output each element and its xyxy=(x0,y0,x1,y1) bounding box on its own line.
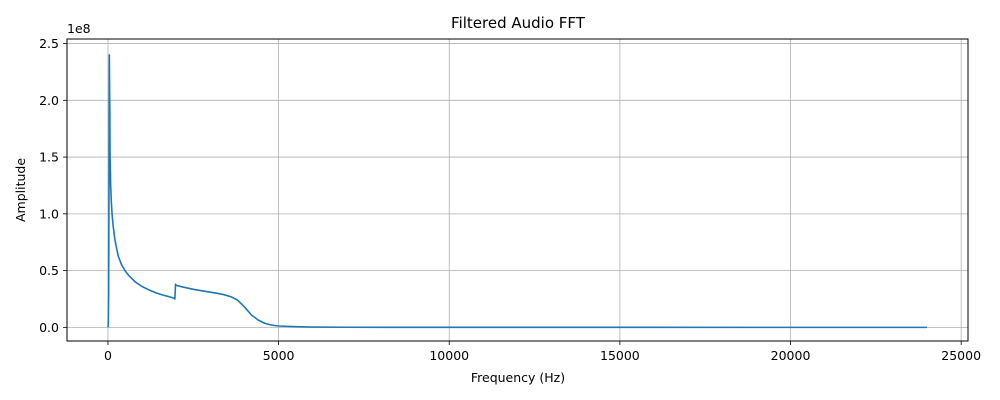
x-tick-label: 25000 xyxy=(941,348,981,363)
tick-layer: 0 5000 10000 15000 20000 25000 0.0 0.5 1.0 1.5 2.0… xyxy=(39,36,981,363)
x-tick-label: 0 xyxy=(104,348,112,363)
y-tick-label: 1.0 xyxy=(39,206,59,221)
y-axis-label: Amplitude xyxy=(13,158,28,222)
x-axis-label: Frequency (Hz) xyxy=(471,370,565,385)
x-tick-label: 20000 xyxy=(771,348,811,363)
fft-series-line xyxy=(107,54,928,329)
x-tick-label: 15000 xyxy=(600,348,640,363)
x-tick-label: 10000 xyxy=(429,348,469,363)
plot-layer xyxy=(107,54,928,329)
y-tick-label: 2.5 xyxy=(39,36,59,51)
axes-frame xyxy=(66,38,969,342)
y-multiplier-label: 1e8 xyxy=(67,21,91,36)
grid-layer xyxy=(67,39,968,341)
y-tick-label: 2.0 xyxy=(39,93,59,108)
chart-title: Filtered Audio FFT xyxy=(451,14,586,32)
y-tick-label: 0.0 xyxy=(39,320,59,335)
y-tick-label: 0.5 xyxy=(39,263,59,278)
y-tick-label: 1.5 xyxy=(39,150,59,165)
x-tick-label: 5000 xyxy=(263,348,295,363)
